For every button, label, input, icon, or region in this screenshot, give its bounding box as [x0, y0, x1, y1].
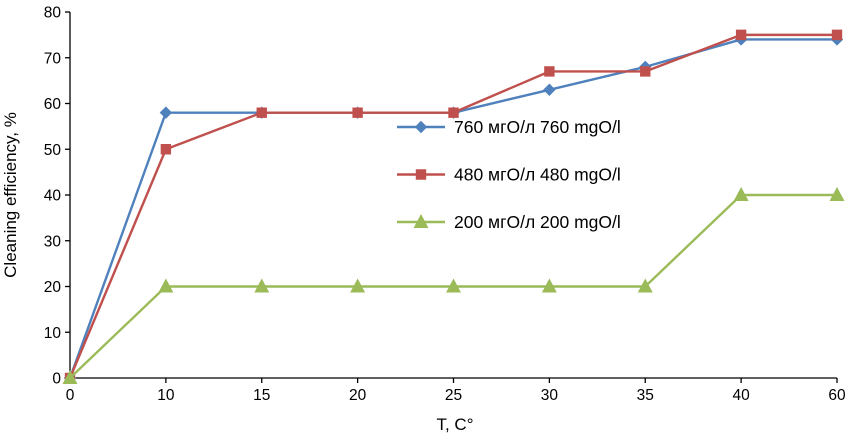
- y-tick-label: 80: [44, 5, 62, 22]
- y-axis-title: Cleaning efficiency, %: [1, 112, 20, 278]
- y-tick-label: 0: [52, 371, 61, 388]
- series-marker-2: [637, 278, 653, 293]
- series-marker-1: [831, 29, 843, 41]
- series-marker-1: [640, 66, 651, 77]
- series-line-0: [68, 38, 839, 380]
- series-marker-2: [446, 278, 461, 293]
- series-line-1: [68, 33, 839, 380]
- y-tick-label: 50: [44, 142, 62, 159]
- series-marker-0: [159, 106, 173, 119]
- legend-label: 760 мгО/л 760 mgO/l: [454, 117, 621, 137]
- legend-label: 480 мгО/л 480 mgO/l: [454, 165, 621, 185]
- x-tick-label: 25: [445, 387, 462, 404]
- y-tick-label: 10: [44, 325, 62, 342]
- y-tick-label: 40: [44, 188, 62, 205]
- x-tick-label: 60: [828, 387, 846, 404]
- x-axis-title: T, C°: [436, 415, 473, 434]
- legend-marker: [414, 120, 428, 134]
- series-marker-2: [158, 278, 174, 293]
- y-tick-label: 60: [44, 96, 62, 113]
- legend-marker: [415, 169, 427, 180]
- series-marker-1: [544, 66, 555, 77]
- x-tick-label: 10: [157, 387, 175, 404]
- chart-generated-content: 0 10 20 30 40 50 60 70 80 0 10 15 20 25 30 35 40 60 760 мг…: [44, 5, 846, 405]
- axis-lines: [69, 12, 837, 379]
- series-marker-1: [352, 107, 363, 118]
- x-tick-label: 40: [733, 387, 751, 404]
- series-marker-2: [733, 186, 749, 201]
- x-tick-label: 20: [349, 387, 367, 404]
- x-tick-label: 35: [637, 387, 654, 404]
- series-marker-2: [254, 278, 270, 293]
- series-marker-2: [350, 278, 366, 293]
- series-marker-2: [541, 278, 557, 293]
- legend-label: 200 мгО/л 200 mgO/l: [454, 212, 621, 232]
- y-tick-label: 30: [44, 233, 62, 250]
- x-tick-label: 15: [253, 387, 270, 404]
- series-marker-0: [543, 83, 556, 96]
- series-marker-2: [829, 186, 845, 201]
- series-marker-1: [256, 107, 267, 118]
- series-marker-1: [735, 29, 747, 41]
- series-marker-2: [62, 369, 78, 384]
- series-marker-1: [160, 144, 172, 155]
- x-tick-label: 0: [66, 387, 75, 404]
- series-marker-1: [448, 107, 459, 118]
- y-tick-label: 20: [44, 279, 62, 296]
- y-tick-label: 70: [44, 50, 62, 67]
- legend-marker: [413, 213, 429, 228]
- x-tick-label: 30: [541, 387, 559, 404]
